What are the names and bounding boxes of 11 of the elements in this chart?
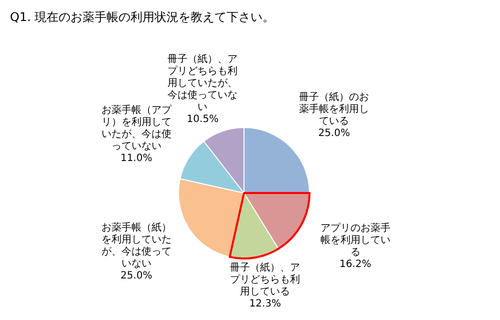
data-label: 25.0% [120,270,152,282]
slice-label: アプリのお薬手帳を利用している [320,222,390,258]
data-label: 16.2% [339,258,372,270]
data-label: 10.5% [186,114,219,125]
data-label: 25.0% [318,128,350,140]
slice-label: お薬手帳（紙）を利用していたが、今は使っていない [101,221,172,270]
chart-title: Q1. 現在のお薬手帳の利用状況を教えて下さい。 [10,10,275,24]
slice-label: 冊子（紙）のお薬手帳を利用している [299,91,370,128]
data-label: 11.0% [120,152,152,164]
data-label: 12.3% [249,298,282,310]
slice-label: 冊子（紙）、アプリどちらも利用している [230,262,300,298]
